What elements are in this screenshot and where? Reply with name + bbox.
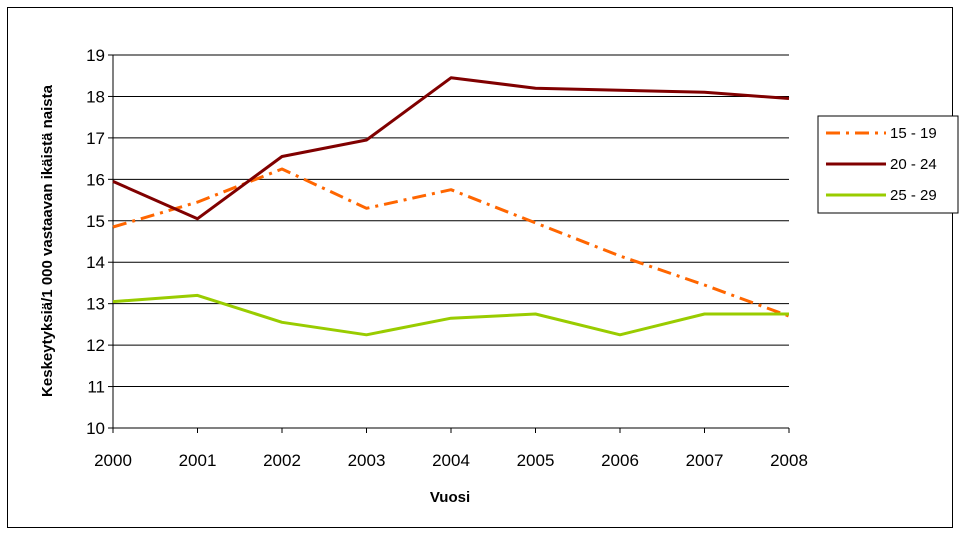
x-axis-title: Vuosi [430, 489, 470, 506]
y-tick-label: 17 [86, 129, 105, 148]
y-tick-label: 12 [86, 336, 105, 355]
y-tick-label: 18 [86, 87, 105, 106]
x-tick-label: 2004 [432, 451, 470, 470]
gridlines [113, 54, 789, 388]
chart-frame [7, 7, 953, 528]
series-line-2 [112, 76, 790, 221]
y-tick-label: 19 [86, 46, 105, 65]
series-lines [112, 76, 790, 337]
y-axis-title: Keskeytyksiä/1 000 vastaavan ikäistä nai… [39, 84, 56, 397]
y-tick-label: 13 [86, 295, 105, 314]
x-tick-label: 2006 [601, 451, 639, 470]
series-line-1 [112, 167, 790, 318]
y-tick-label: 16 [86, 170, 105, 189]
x-tick-label: 2007 [686, 451, 724, 470]
legend-label-2: 20 - 24 [890, 156, 937, 173]
legend: 15 - 19 20 - 24 25 - 29 [817, 115, 959, 214]
x-tick-label: 2003 [348, 451, 386, 470]
axes [108, 54, 790, 433]
series-line-3 [112, 293, 789, 337]
legend-label-3: 25 - 29 [890, 187, 937, 204]
tick-labels: 10 11 12 13 14 15 16 17 18 19 2000 2001 2002 2003 2004… [86, 46, 808, 470]
x-tick-label: 2001 [179, 451, 217, 470]
x-tick-label: 2008 [770, 451, 808, 470]
legend-label-1: 15 - 19 [890, 125, 937, 142]
x-tick-label: 2002 [263, 451, 301, 470]
y-tick-label: 10 [86, 419, 105, 438]
y-tick-label: 11 [87, 378, 105, 397]
y-tick-label: 14 [86, 253, 105, 272]
x-tick-label: 2005 [517, 451, 555, 470]
x-tick-label: 2000 [94, 451, 132, 470]
y-tick-label: 15 [86, 212, 105, 231]
